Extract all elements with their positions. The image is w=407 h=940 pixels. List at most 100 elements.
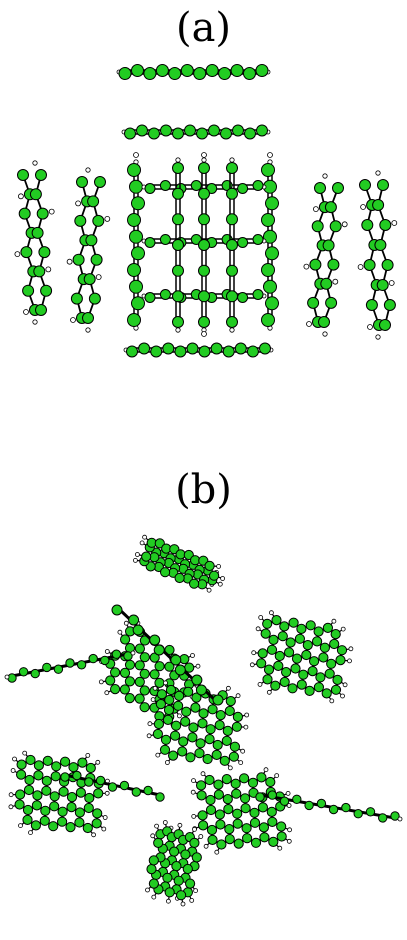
carbon-atom	[198, 162, 210, 174]
carbon-atom	[261, 163, 275, 177]
hydrogen-atom	[10, 768, 16, 773]
carbon-atom	[198, 239, 210, 251]
hydrogen-atom	[104, 690, 110, 696]
carbon-atom	[148, 855, 159, 866]
carbon-atom	[215, 710, 226, 721]
carbon-atom	[265, 296, 279, 311]
carbon-atom	[214, 720, 225, 731]
hydrogen-atom	[201, 331, 207, 337]
carbon-atom	[259, 342, 271, 355]
hydrogen-atom	[8, 804, 14, 810]
hydrogen-atom	[150, 697, 156, 702]
carbon-atom	[207, 834, 218, 846]
carbon-atom	[190, 180, 202, 191]
carbon-atom	[155, 792, 165, 802]
carbon-atom	[159, 744, 171, 755]
hydrogen-atom	[388, 280, 395, 286]
carbon-atom	[256, 658, 267, 669]
carbon-atom	[51, 761, 62, 772]
carbon-atom	[281, 667, 292, 678]
hydrogen-atom	[229, 157, 235, 163]
carbon-atom	[154, 661, 165, 672]
carbon-atom	[148, 878, 159, 889]
carbon-atom	[124, 127, 136, 140]
hydrogen-atom	[4, 674, 10, 680]
carbon-atom	[180, 64, 194, 77]
central-molecular-cage	[127, 152, 279, 337]
edge-on-molecule	[123, 342, 274, 358]
hydrogen-atom	[132, 558, 138, 563]
carbon-atom	[315, 672, 326, 683]
hydrogen-atom	[306, 321, 312, 327]
carbon-atom	[261, 263, 275, 277]
hydrogen-atom	[198, 834, 204, 839]
hydrogen-atom	[274, 773, 280, 778]
carbon-atom	[265, 246, 279, 261]
carbon-atom	[377, 179, 389, 191]
carbon-atom	[302, 640, 313, 651]
carbon-atom	[83, 802, 94, 814]
carbon-atom	[134, 643, 145, 654]
hydrogen-atom	[347, 658, 352, 664]
carbon-atom	[85, 762, 96, 774]
carbon-atom	[154, 677, 165, 689]
carbon-atom	[195, 684, 207, 696]
carbon-atom	[16, 769, 27, 780]
carbon-atom	[320, 277, 333, 290]
carbon-atom	[172, 290, 184, 303]
carbon-atom	[127, 213, 141, 227]
hydrogen-atom	[189, 898, 195, 903]
carbon-atom	[291, 653, 303, 664]
hydrogen-atom	[117, 629, 123, 635]
carbon-atom	[332, 674, 343, 686]
carbon-atom	[38, 246, 51, 259]
carbon-atom	[159, 180, 171, 191]
carbon-atom	[143, 67, 157, 80]
hydrogen-atom	[134, 552, 140, 557]
hydrogen-atom	[268, 610, 274, 616]
hydrogen-atom	[85, 753, 91, 758]
side-molecule-stack	[14, 160, 55, 325]
carbon-atom	[304, 685, 315, 697]
carbon-atom	[33, 265, 46, 278]
hydrogen-atom	[225, 685, 231, 691]
hydrogen-atom	[263, 767, 269, 773]
carbon-atom	[141, 551, 152, 562]
carbon-atom	[263, 229, 277, 244]
carbon-atom	[263, 664, 275, 675]
carbon-atom	[162, 342, 175, 355]
edge-on-molecule-diagonal	[111, 604, 224, 706]
carbon-atom	[146, 864, 157, 875]
hydrogen-atom	[177, 822, 183, 828]
edge-on-molecule-left	[4, 649, 136, 683]
carbon-atom	[304, 800, 314, 811]
carbon-atom	[290, 663, 301, 674]
carbon-atom	[170, 730, 181, 741]
carbon-atom	[363, 259, 376, 271]
carbon-atom	[170, 654, 182, 666]
carbon-atom	[163, 704, 175, 716]
carbon-atom	[173, 875, 184, 886]
carbon-atom	[252, 180, 264, 191]
hydrogen-atom	[12, 756, 17, 762]
carbon-atom	[211, 749, 222, 761]
carbon-atom	[42, 662, 52, 673]
carbon-atom	[172, 127, 184, 140]
carbon-atom	[49, 801, 60, 812]
carbon-atom	[328, 804, 339, 815]
carbon-atom	[60, 756, 71, 767]
panel-a-label: (a)	[175, 5, 232, 51]
hydrogen-atom	[342, 682, 348, 688]
carbon-atom	[204, 774, 215, 786]
carbon-atom	[330, 629, 341, 640]
hydrogen-atom	[22, 750, 28, 756]
carbon-atom	[255, 64, 269, 77]
hydrogen-atom	[322, 173, 328, 179]
carbon-atom	[321, 688, 332, 699]
carbon-atom	[260, 628, 271, 639]
carbon-atom	[365, 807, 376, 817]
carbon-atom	[172, 213, 184, 226]
carbon-atom	[189, 837, 200, 849]
carbon-atom	[196, 127, 208, 140]
hydrogen-atom	[152, 685, 158, 691]
